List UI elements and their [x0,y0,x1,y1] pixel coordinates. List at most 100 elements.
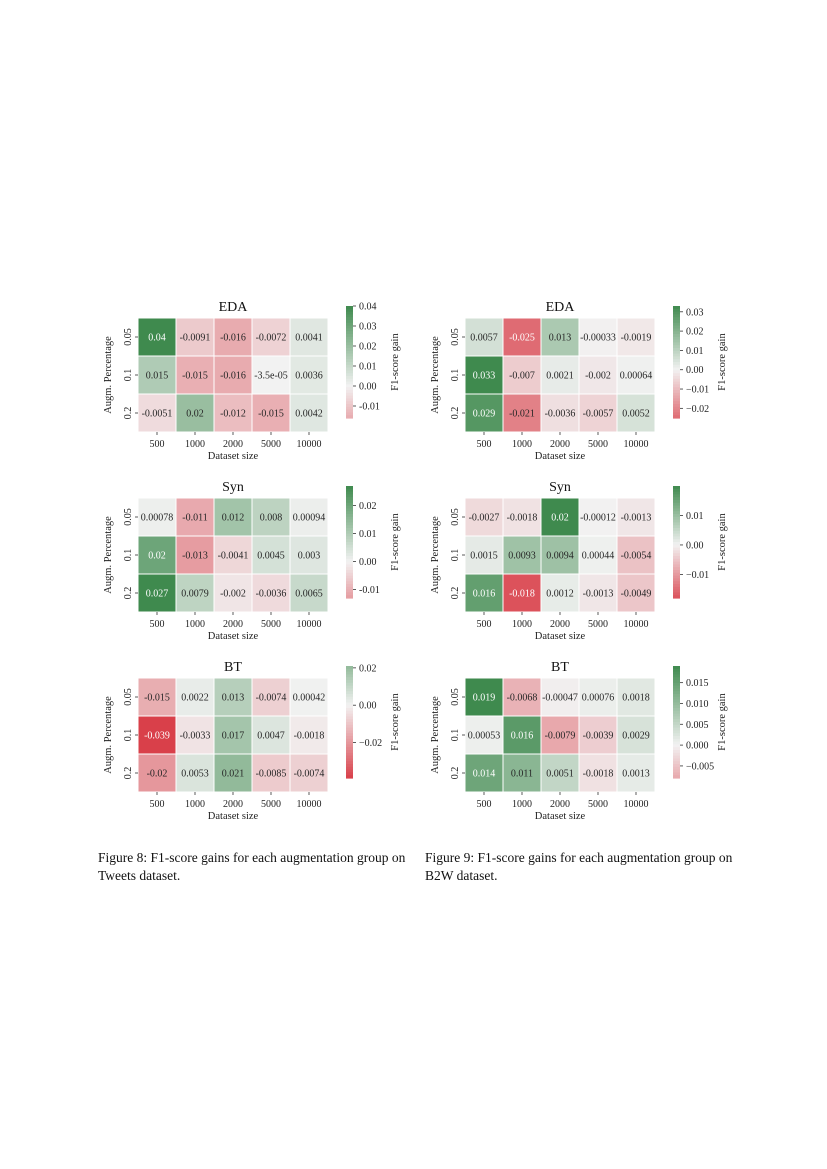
colorbar-segment [673,401,680,405]
heatmap-b2w-syn: Syn -0.0027 -0.0018 0.02 -0.00012 -0.0013 0.00… [427,476,728,651]
cell-value-label: -0.0018 [583,769,614,780]
heatmap-cell [213,677,253,717]
colorbar-segment [346,353,353,357]
cell-value-label: -0.0091 [180,333,211,344]
heatmap-cell [251,393,291,433]
colorbar-segment [673,345,680,349]
colorbar-segment [346,404,353,408]
cell-value-label: -0.0018 [507,513,538,524]
colorbar-segment [673,348,680,352]
heatmap-tweets-bt: BT -0.015 0.0022 0.013 -0.0074 0.00042 -0.039-… [100,656,401,831]
colorbar-segment [673,682,680,687]
colorbar-segment [673,556,680,560]
cell-value-label: 0.003 [298,551,321,562]
cell-value-label: -0.0051 [142,409,173,420]
cell-value-label: -3.5e-05 [254,371,288,382]
heatmap-svg: BT-0.015 0.0022 0.013 -0.0074 0.00042-0.039-… [103,660,401,822]
x-tick-label: 2000 [223,799,243,810]
colorbar-segment [346,522,353,526]
colorbar-segment [346,733,353,737]
colorbar-segment [346,398,353,402]
colorbar-segment [346,494,353,498]
colorbar-segment [346,708,353,712]
colorbar-segment [673,719,680,723]
colorbar-segment [673,356,680,360]
colorbar-segment [346,702,353,706]
colorbar-segment [673,685,680,689]
colorbar-tick-label: 0.01 [359,362,377,373]
colorbar-label: F1-score gain [390,513,401,571]
colorbar-segment [673,511,680,515]
colorbar-segment [673,505,680,509]
colorbar-tick-label: 0.000 [686,741,709,752]
heatmap-cell [175,715,215,755]
colorbar-segment [673,696,680,701]
chart-title: BT [224,660,242,675]
colorbar-segment [346,741,353,745]
colorbar-segment [346,682,353,687]
x-tick-label: 2000 [550,439,570,450]
x-tick-label: 1000 [185,439,205,450]
colorbar-segment [673,384,680,388]
cell-value-label: -0.0013 [583,589,614,600]
colorbar-segment [673,367,680,371]
cell-value-label: 0.00044 [582,551,615,562]
heatmap-cell [464,753,504,793]
x-tick-label: 2000 [223,619,243,630]
colorbar-segment [673,702,680,706]
colorbar-segment [673,328,680,332]
colorbar-segment [673,525,680,529]
colorbar-segment [673,750,680,754]
colorbar-segment [346,320,353,324]
colorbar-segment [346,769,353,773]
colorbar-segment [673,308,680,313]
colorbar-tick-label: 0.010 [686,699,709,710]
colorbar-segment [346,570,353,574]
colorbar-segment [346,736,353,740]
x-tick-label: 1000 [185,619,205,630]
colorbar-segment [673,710,680,715]
colorbar-segment [673,500,680,504]
cell-value-label: 0.008 [260,513,283,524]
heatmap-cell [213,355,253,395]
colorbar-segment [346,544,353,549]
colorbar-segment [673,775,680,779]
heatmap-cell [578,753,618,793]
colorbar-tick-label: −0.02 [359,738,382,749]
colorbar-segment [346,766,353,771]
colorbar-segment [673,724,680,729]
colorbar-segment [673,398,680,402]
colorbar-segment [346,342,353,346]
heatmap-cell [213,573,253,613]
heatmap-cell [137,535,177,575]
heatmap-cell [175,317,215,357]
colorbar-segment [346,738,353,743]
heatmap-svg: EDA 0.04 -0.0091 -0.016 -0.0072 0.0041 0.015 -0… [103,300,401,462]
colorbar-segment [346,376,353,380]
colorbar-segment [673,539,680,543]
colorbar-segment [346,744,353,748]
colorbar-segment [346,317,353,321]
colorbar-segment [673,688,680,692]
y-tick-label: 0.05 [450,688,461,706]
colorbar-segment [346,516,353,521]
heatmap-cell [540,677,580,717]
colorbar-segment [346,561,353,565]
cell-value-label: 0.014 [473,769,496,780]
cell-value-label: -0.0036 [256,589,287,600]
colorbar-segment [346,567,353,571]
cell-value-label: 0.04 [148,333,166,344]
figure-9-caption: Figure 9: F1-score gains for each augmen… [425,850,733,883]
cell-value-label: 0.0022 [181,693,209,704]
heatmap-cell [502,753,542,793]
cell-value-label: -0.0074 [294,769,325,780]
cell-value-label: -0.002 [220,589,246,600]
cell-value-label: -0.015 [258,409,284,420]
colorbar-segment [346,356,353,360]
cell-value-label: -0.0041 [218,551,249,562]
colorbar-segment [673,666,680,670]
colorbar-segment [673,716,680,720]
colorbar-segment [673,370,680,374]
colorbar-segment [673,595,680,599]
cell-value-label: 0.00078 [141,513,174,524]
